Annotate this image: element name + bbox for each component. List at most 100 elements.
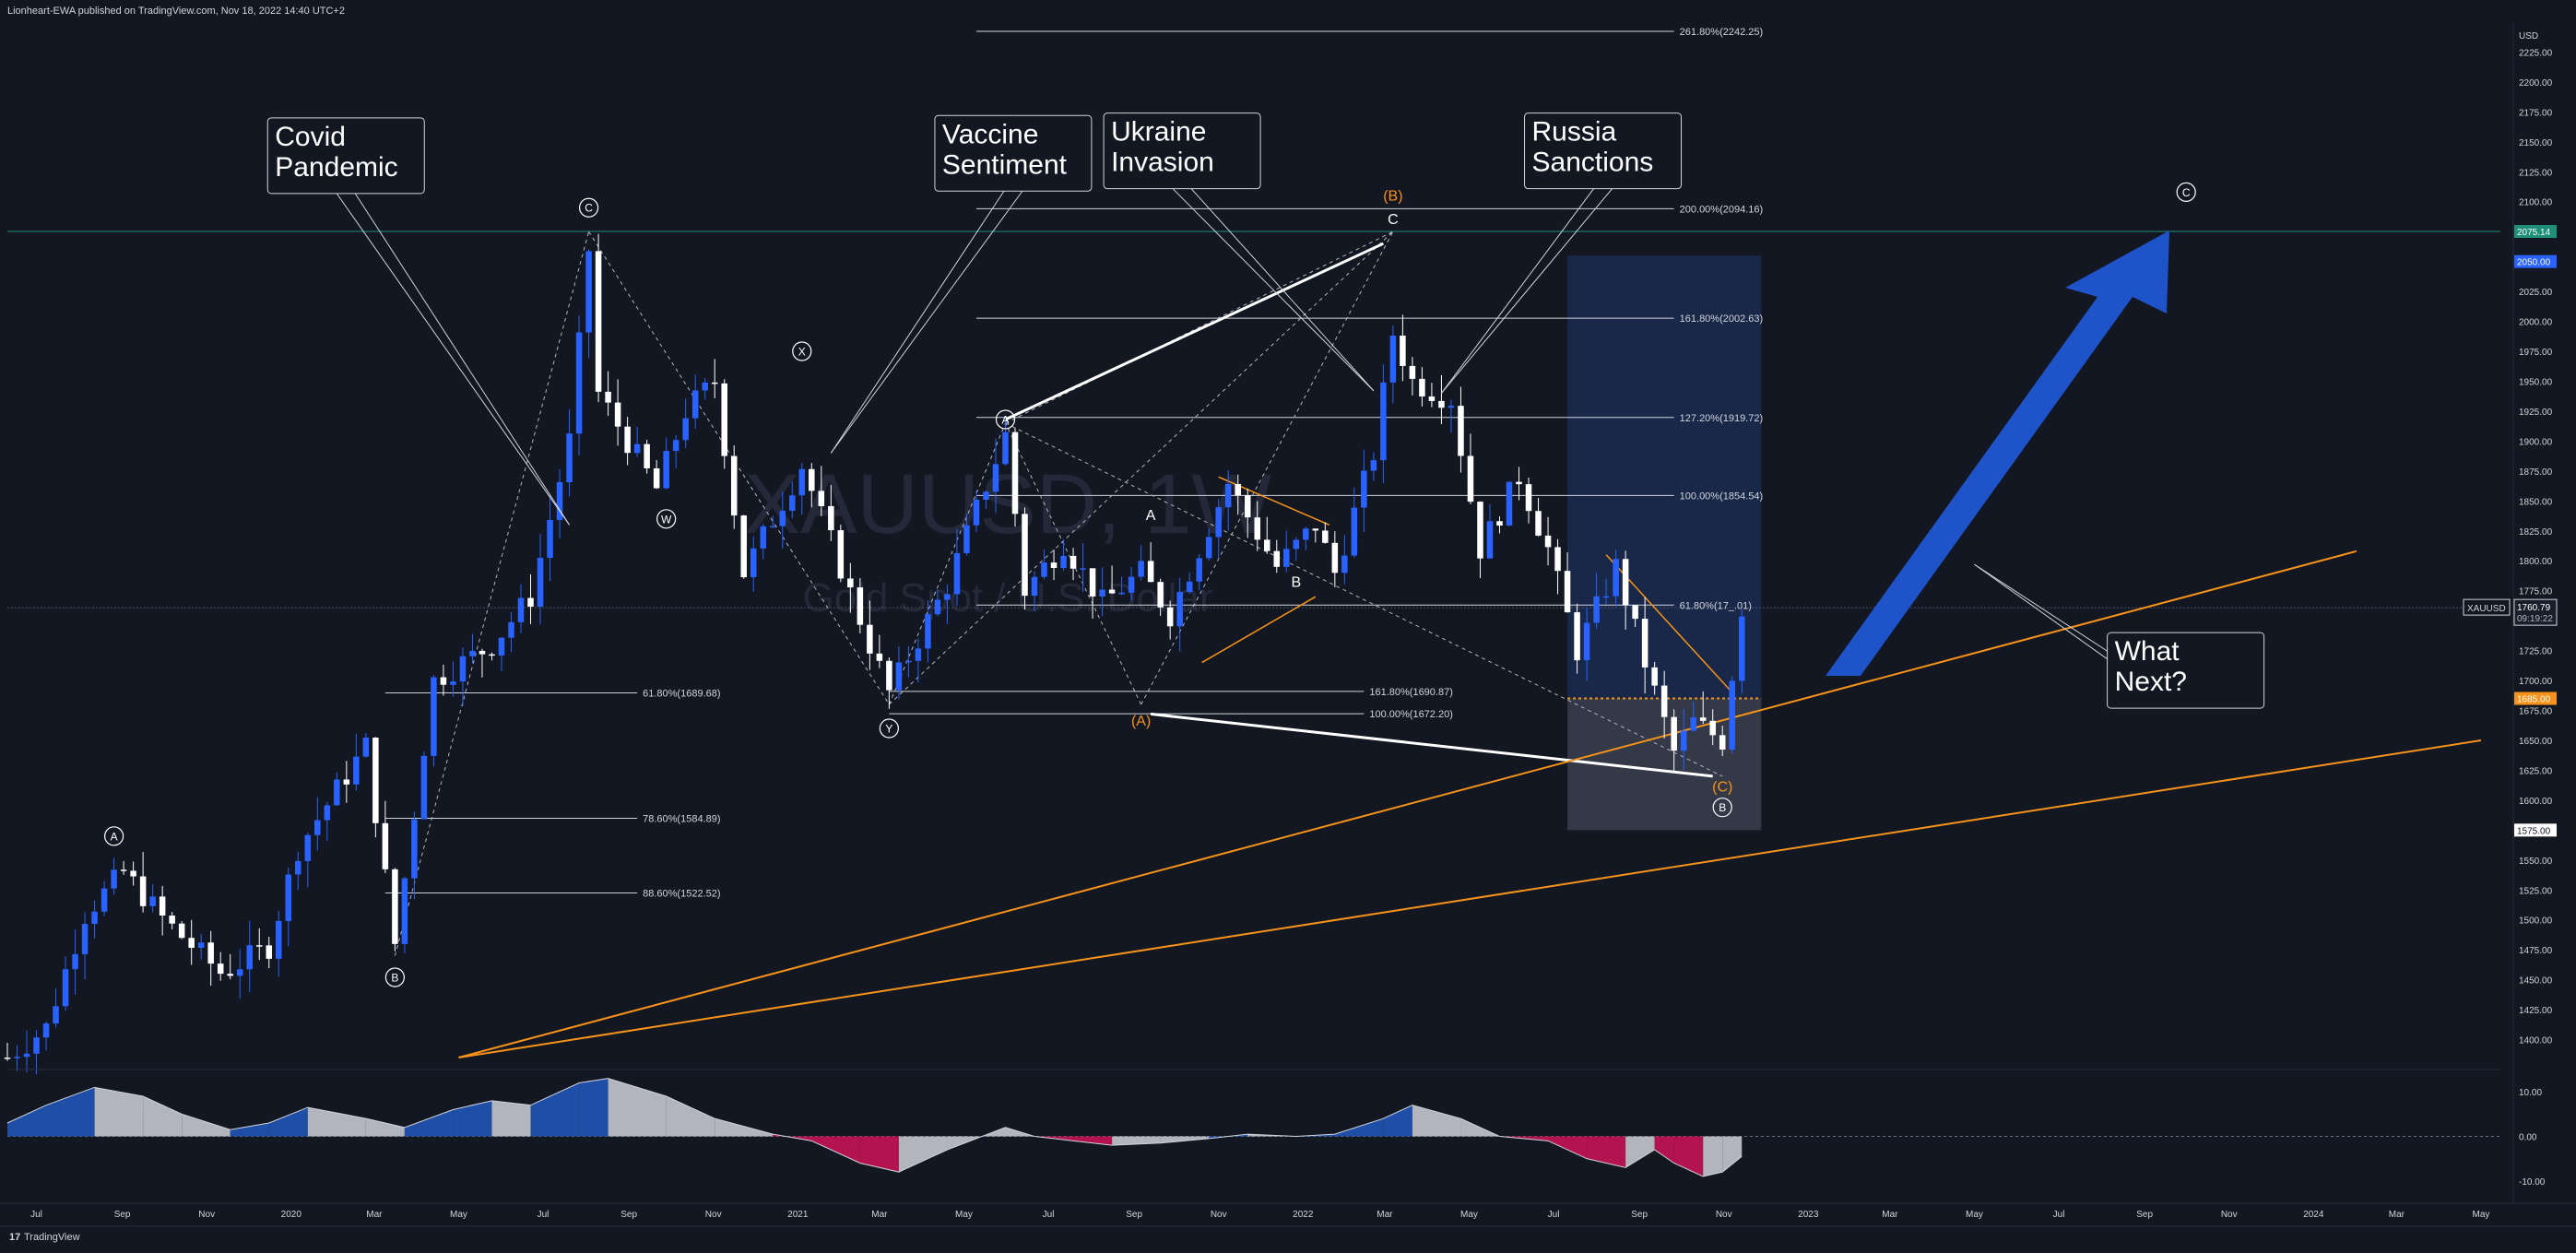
candle-body (246, 945, 254, 970)
osc-area (1160, 1136, 1210, 1143)
candle-body (1458, 406, 1464, 456)
trend-lines[interactable] (394, 231, 2482, 1059)
candle-body (1080, 568, 1086, 570)
candle-body (915, 648, 922, 661)
candle-body (1660, 685, 1668, 717)
channel-line (1004, 242, 1385, 421)
candle-body (1224, 483, 1232, 508)
horizontal-lines (7, 231, 2500, 700)
osc-tick: 0.00 (2519, 1133, 2537, 1143)
candle-body (23, 1053, 30, 1058)
candle-body (169, 915, 175, 924)
candle-body (1409, 365, 1416, 379)
candle-body (1506, 481, 1513, 526)
wave-dashed-line (1140, 231, 1394, 705)
candle-body (1651, 667, 1658, 686)
price-tick: 1400.00 (2519, 1036, 2553, 1046)
candle-body (614, 402, 621, 427)
wave-label: (C) (1712, 780, 1732, 796)
candle-body (1254, 517, 1261, 540)
candle-body (285, 874, 292, 921)
wave-dashed-line (588, 231, 890, 705)
time-tick: Mar (366, 1210, 383, 1220)
candle-body (1215, 507, 1222, 538)
osc-area (1625, 1136, 1655, 1168)
candle-body (42, 1023, 50, 1038)
candle-body (663, 451, 669, 489)
candle-body (159, 896, 166, 916)
osc-area (365, 1118, 405, 1137)
callout-text: Vaccine (942, 119, 1039, 149)
candle-body (1516, 481, 1522, 485)
wave-circle (578, 197, 599, 218)
time-tick: Mar (871, 1210, 888, 1220)
candle-body (1002, 431, 1009, 465)
candle-body (1486, 521, 1494, 559)
candle-body (1244, 495, 1251, 518)
candle-body (1699, 717, 1707, 721)
wave-label: X (798, 346, 806, 359)
candle-body (1196, 558, 1202, 582)
candle-body (1496, 521, 1503, 526)
candle-body (944, 594, 951, 600)
candle-body (1186, 581, 1193, 592)
time-axis[interactable]: Jul Sep Nov 2020 Mar May Jul Sep Nov 2021 Mar May Ju… (0, 1202, 2576, 1227)
fib-label: 61.80%(1689.68) (643, 688, 720, 699)
candle-body (624, 426, 631, 454)
wave-label: C (2182, 186, 2191, 199)
fib-label: 261.80%(2242.25) (1680, 27, 1764, 38)
candle-body (633, 443, 641, 454)
candle-body (1128, 576, 1135, 593)
candle-body (1060, 555, 1067, 569)
candle-body (905, 660, 912, 663)
candle-body (197, 942, 205, 949)
candle-body (266, 945, 273, 959)
candle-body (120, 869, 127, 871)
candle-body (450, 681, 456, 685)
candle-body (779, 510, 786, 526)
osc-area (1722, 1136, 1743, 1173)
fib-label: 88.60%(1522.52) (643, 888, 720, 899)
candle-body (1264, 539, 1270, 551)
symbol-watermark: XAUUSD, 1W Gold Spot / U.S. Dollar (744, 457, 1272, 621)
fib-label: 61.80%(17_.01) (1680, 600, 1752, 611)
price-tick: 1650.00 (2519, 737, 2553, 747)
candle-body (730, 455, 738, 516)
candle-body (1671, 716, 1677, 751)
candle-body (837, 530, 845, 579)
osc-area (1703, 1136, 1723, 1176)
candle-body (1011, 431, 1019, 514)
candle-body (1738, 616, 1745, 681)
osc-area (1334, 1118, 1384, 1137)
projection-arrow[interactable] (1826, 231, 2169, 676)
candle-body (411, 819, 418, 879)
candle-body (1322, 530, 1329, 543)
callout-pointer (336, 193, 570, 526)
channel-line (1150, 712, 1713, 778)
candle-body (1138, 561, 1144, 577)
candle-body (1050, 562, 1058, 569)
time-tick: Sep (620, 1210, 637, 1220)
candle-body (1632, 605, 1638, 620)
osc-area (1548, 1136, 1588, 1159)
wave-circle (879, 718, 899, 739)
candle-body (276, 920, 282, 959)
wave-label: (B) (1383, 188, 1402, 204)
osc-area (1587, 1136, 1626, 1168)
candle-body (469, 650, 476, 656)
candle-body (1709, 720, 1716, 736)
fib-levels[interactable]: 261.80%(2242.25) 200.00%(2094.16) 161.80%(… (384, 27, 1764, 899)
callout-pointer (354, 193, 570, 526)
candle-body (992, 464, 999, 492)
price-axis[interactable]: USD 1400.00 1425.00 1450.00 1475.00 1500.00 15… (2463, 22, 2558, 1203)
price-tick: 1825.00 (2519, 527, 2553, 538)
support-trendline (458, 739, 2482, 1059)
time-tick: May (450, 1210, 467, 1220)
candle-body (886, 660, 892, 691)
candle-body (925, 614, 931, 649)
price-tick: 2100.00 (2519, 198, 2553, 208)
callout-text: What (2115, 636, 2180, 667)
fib-label: 200.00%(2094.16) (1680, 204, 1764, 215)
